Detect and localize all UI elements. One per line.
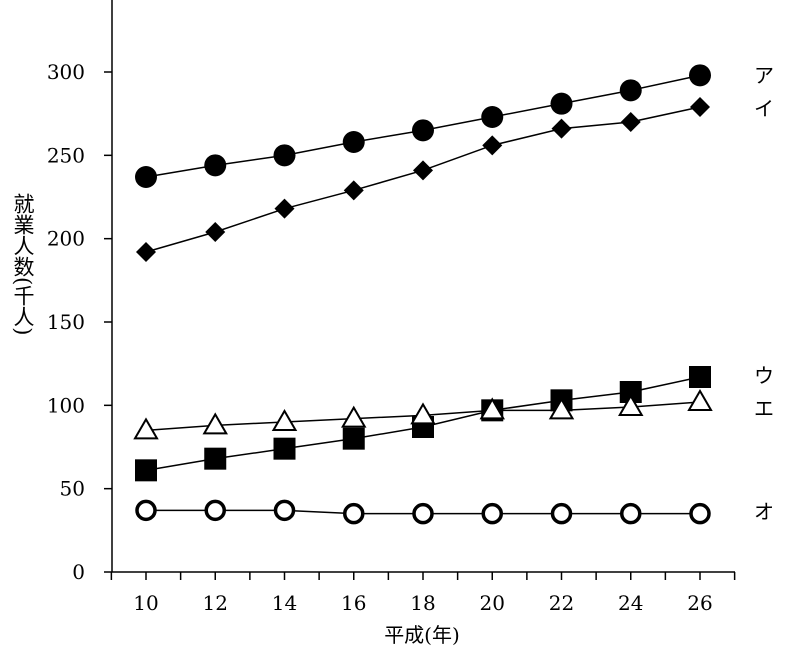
data-point xyxy=(689,366,711,388)
data-point xyxy=(550,92,573,115)
y-tick-label: 0 xyxy=(72,560,85,584)
data-point xyxy=(136,242,156,262)
data-point xyxy=(273,437,296,460)
data-point xyxy=(550,502,573,525)
y-tick-label: 300 xyxy=(47,60,85,84)
data-point xyxy=(481,106,504,128)
data-point xyxy=(619,381,642,403)
x-axis-title: 平成(年) xyxy=(384,623,460,647)
y-tick-label: 150 xyxy=(47,310,85,334)
series-2 xyxy=(136,97,710,262)
y-tick-label: 200 xyxy=(47,227,85,251)
data-point xyxy=(482,135,503,156)
axes xyxy=(111,0,735,573)
y-tick-label: 50 xyxy=(60,477,85,501)
data-point xyxy=(274,198,295,219)
data-point xyxy=(135,499,157,522)
x-tick-label: 24 xyxy=(618,591,643,615)
data-point xyxy=(273,144,296,167)
series-1 xyxy=(135,64,711,188)
x-tick-label: 12 xyxy=(203,591,228,615)
series-label: オ xyxy=(754,500,774,524)
data-point xyxy=(412,119,434,142)
series-label: ア xyxy=(754,64,774,88)
data-point xyxy=(481,502,503,525)
y-tick-label: 100 xyxy=(47,393,85,417)
series-label: エ xyxy=(754,397,774,421)
data-point xyxy=(620,112,641,132)
labels: 平成(年) xyxy=(384,623,460,647)
x-tick-label: 14 xyxy=(272,591,297,615)
x-tick-label: 26 xyxy=(687,591,712,615)
series-label: ウ xyxy=(754,364,774,388)
data-point xyxy=(342,427,365,450)
data-point xyxy=(341,405,367,428)
y-axis-title: 就業人数(千人) xyxy=(11,193,35,336)
x-tick-label: 10 xyxy=(133,591,158,615)
x-tick-label: 20 xyxy=(480,591,505,615)
data-point xyxy=(202,412,228,435)
data-point xyxy=(413,160,433,181)
data-point xyxy=(204,154,227,177)
series-label: イ xyxy=(754,97,774,121)
data-point xyxy=(479,397,505,420)
data-point xyxy=(133,417,159,440)
data-point xyxy=(343,180,364,201)
data-point xyxy=(204,447,227,470)
x-tick-label: 16 xyxy=(341,591,366,615)
y-tick-label: 250 xyxy=(47,143,85,167)
data-point xyxy=(273,499,296,522)
x-tick-label: 18 xyxy=(410,591,435,615)
data-point xyxy=(618,394,644,416)
data-point xyxy=(689,64,711,87)
data-point xyxy=(551,118,572,139)
ticks: 0 50 100 150 200 250 300 10 12 14 16 18 20 22 24 26 アイウエ… xyxy=(47,60,774,615)
data-point xyxy=(135,459,157,482)
x-tick-label: 22 xyxy=(549,591,574,615)
data-point xyxy=(687,389,713,411)
data-point xyxy=(204,499,226,522)
data-point xyxy=(205,222,226,242)
data-point xyxy=(412,502,434,525)
data-point xyxy=(689,502,711,525)
data-point xyxy=(271,409,298,431)
data-point xyxy=(620,502,642,525)
data-point xyxy=(690,97,710,117)
data-point xyxy=(548,397,575,420)
series-5 xyxy=(135,499,711,525)
data-point xyxy=(135,166,157,188)
data-point xyxy=(410,402,436,425)
series-4 xyxy=(133,389,713,440)
data-point xyxy=(342,131,365,153)
data-point xyxy=(619,79,642,102)
series-layer xyxy=(133,64,713,525)
data-point xyxy=(343,502,365,525)
